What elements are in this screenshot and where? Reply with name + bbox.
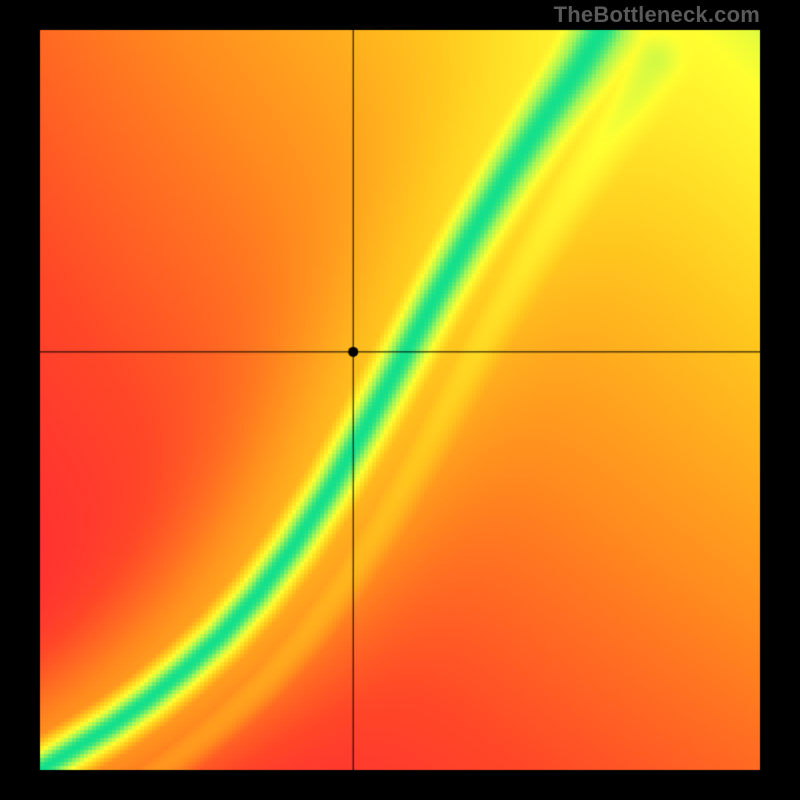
watermark-text: TheBottleneck.com — [554, 2, 760, 28]
bottleneck-heatmap — [0, 0, 800, 800]
